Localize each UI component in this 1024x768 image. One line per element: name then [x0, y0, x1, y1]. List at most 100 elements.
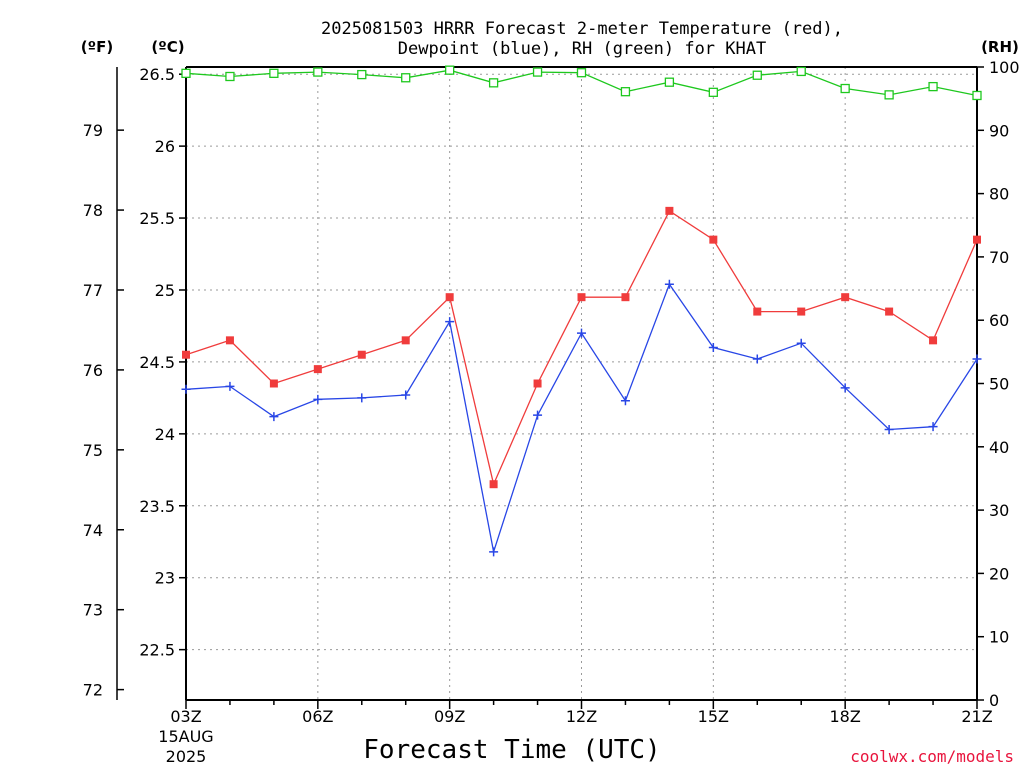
temperature-point [753, 307, 762, 316]
temperature-point [269, 379, 278, 388]
celsius-tick-label: 26.5 [139, 65, 175, 84]
rh-tick-label: 0 [989, 691, 999, 710]
temperature-point [577, 293, 586, 302]
date-label-day: 15AUG [158, 727, 213, 746]
temperature-point [357, 350, 366, 359]
fahrenheit-tick-label: 73 [83, 601, 103, 620]
rh-point [708, 87, 718, 97]
rh-point [445, 65, 455, 75]
fahrenheit-tick-label: 74 [83, 521, 103, 540]
rh-tick-label: 100 [989, 58, 1020, 77]
rh-unit-label: (RH) [981, 38, 1019, 56]
grid-lines [186, 67, 977, 700]
fahrenheit-tick-label: 72 [83, 681, 103, 700]
temperature-point [885, 307, 894, 316]
dewpoint-point [708, 343, 718, 353]
rh-tick-label: 90 [989, 121, 1009, 140]
rh-point [620, 87, 631, 97]
dewpoint-point [445, 317, 455, 327]
rh-tick-label: 10 [989, 628, 1009, 647]
temperature-point [929, 336, 938, 345]
fahrenheit-tick-label: 77 [83, 281, 103, 300]
rh-point [664, 77, 675, 87]
x-tick-label: 15Z [698, 707, 729, 726]
celsius-tick-label: 23.5 [139, 497, 175, 516]
axes [116, 66, 984, 709]
temperature-point [797, 307, 806, 316]
dewpoint-point [313, 394, 323, 404]
rh-point [884, 90, 894, 100]
celsius-tick-label: 25 [155, 281, 175, 300]
rh-point [532, 67, 543, 77]
dewpoint-point [928, 422, 938, 432]
dewpoint-point [884, 425, 894, 435]
tick-labels: 22.5 23 23.5 24 24.5 25 25.5 26 26.5 72 73 74 75 76 77… [83, 58, 1020, 726]
fahrenheit-tick-label: 79 [83, 121, 103, 140]
rh-point [840, 83, 850, 94]
x-tick-label: 06Z [302, 707, 333, 726]
dewpoint-point [972, 354, 982, 364]
chart-title-line-1: 2025081503 HRRR Forecast 2-meter Tempera… [321, 19, 843, 39]
fahrenheit-tick-label: 78 [83, 201, 103, 220]
rh-point [576, 68, 587, 78]
rh-point [225, 71, 235, 82]
temperature-point [489, 480, 498, 489]
dewpoint-point [796, 338, 806, 348]
x-tick-label: 03Z [170, 707, 201, 726]
temperature-point [841, 293, 850, 302]
dewpoint-point [401, 390, 411, 400]
rh-point [796, 66, 806, 77]
x-axis-label: Forecast Time (UTC) [363, 735, 660, 765]
rh-point [752, 70, 762, 80]
dewpoint-point [752, 354, 762, 364]
dewpoint-point [577, 328, 586, 338]
dewpoint-point [181, 384, 191, 394]
rh-tick-label: 40 [989, 438, 1009, 457]
celsius-tick-label: 23 [155, 569, 175, 588]
temperature-point [225, 336, 234, 345]
rh-point [269, 68, 279, 78]
temperature-point [533, 379, 542, 388]
site-credit: coolwx.com/models [850, 747, 1014, 766]
x-tick-label: 21Z [961, 707, 992, 726]
temperature-point [445, 293, 454, 302]
x-tick-label: 18Z [830, 707, 861, 726]
fahrenheit-unit-label: (ºF) [81, 38, 113, 56]
celsius-tick-label: 24.5 [139, 353, 175, 372]
temperature-point [182, 350, 190, 359]
celsius-tick-label: 22.5 [139, 641, 175, 660]
temperature-point [709, 235, 718, 244]
temperature-point [665, 206, 674, 215]
rh-point [928, 81, 938, 92]
celsius-unit-label: (ºC) [151, 38, 184, 56]
date-label-year: 2025 [166, 747, 207, 766]
dewpoint-point [225, 381, 235, 391]
temperature-point [313, 365, 322, 374]
x-tick-label: 12Z [566, 707, 597, 726]
rh-tick-label: 20 [989, 564, 1009, 583]
celsius-tick-label: 24 [155, 425, 175, 444]
rh-tick-label: 60 [989, 311, 1009, 330]
rh-point [972, 90, 982, 101]
rh-point [357, 69, 367, 80]
dewpoint-point [664, 279, 674, 289]
dewpoint-point [620, 396, 630, 406]
celsius-tick-label: 25.5 [139, 209, 175, 228]
rh-tick-label: 70 [989, 248, 1009, 267]
rh-point [313, 67, 323, 77]
temperature-line [185, 209, 978, 487]
temperature-point [401, 336, 410, 345]
dewpoint-point [533, 410, 543, 420]
rh-tick-label: 30 [989, 501, 1009, 520]
rh-tick-label: 50 [989, 375, 1009, 394]
temperature-point [973, 235, 981, 244]
fahrenheit-tick-label: 76 [83, 361, 103, 380]
celsius-tick-label: 26 [155, 137, 175, 156]
chart-title-line-2: Dewpoint (blue), RH (green) for KHAT [398, 39, 766, 59]
x-tick-label: 09Z [434, 707, 465, 726]
dewpoint-point [489, 547, 499, 557]
rh-tick-label: 80 [989, 185, 1009, 204]
rh-point [401, 73, 411, 83]
dewpoint-point [269, 412, 279, 422]
